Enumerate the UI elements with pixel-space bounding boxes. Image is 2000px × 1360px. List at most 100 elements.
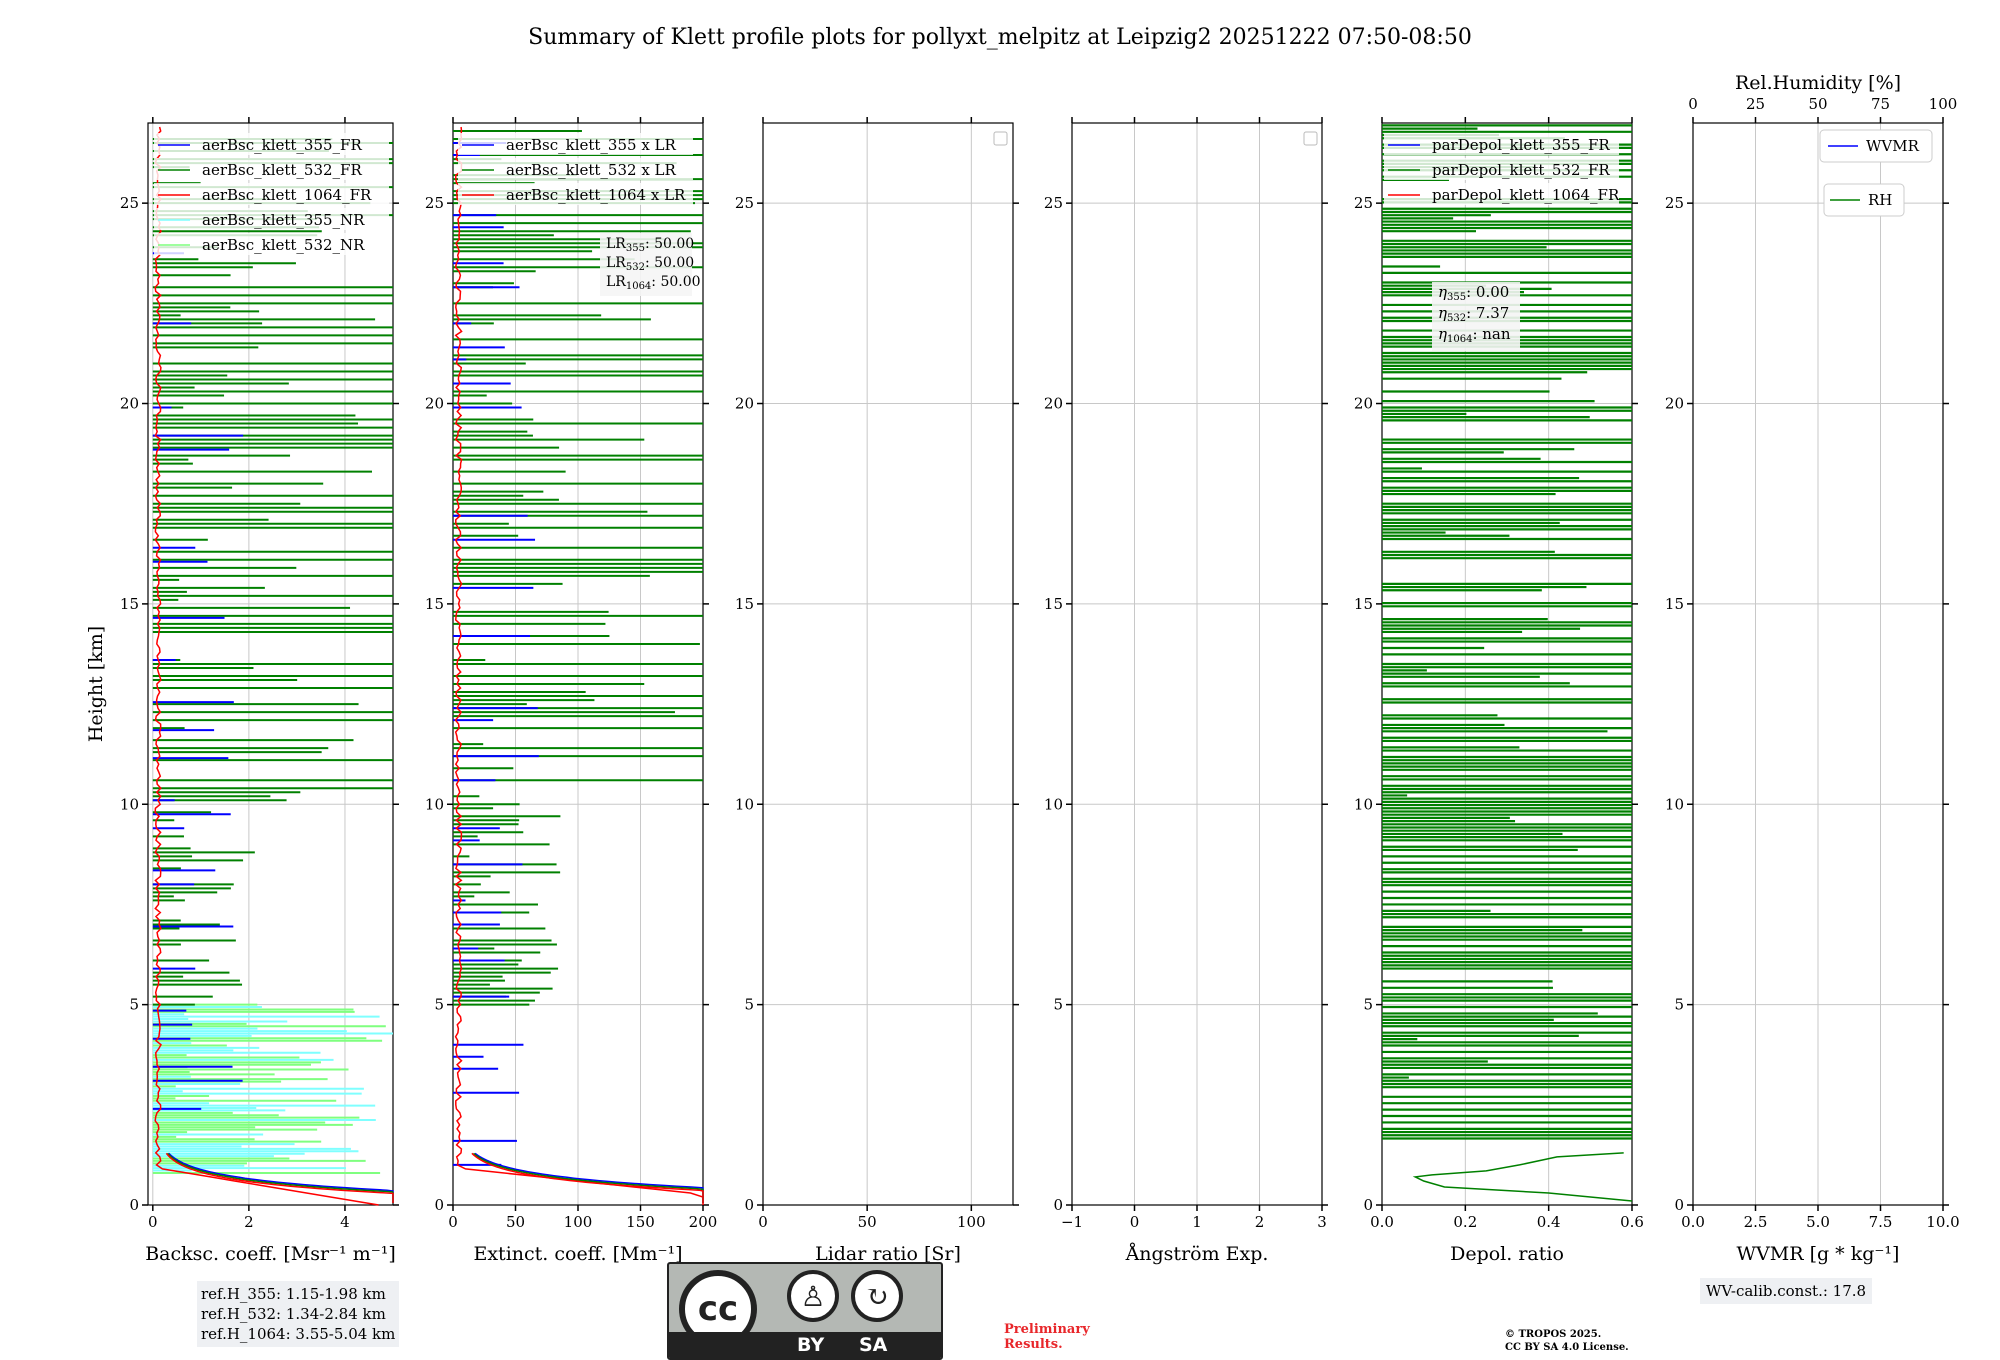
legend-label: aerBsc_klett_1064_FR: [202, 186, 372, 204]
license-line-2: CC BY SA 4.0 License.: [1505, 1342, 1629, 1353]
legend-label: aerBsc_klett_355 x LR: [506, 136, 677, 154]
y-tick-label: 15: [1354, 595, 1373, 613]
annotation-line: LR355: 50.00: [606, 236, 694, 254]
profile-1064-line: [154, 126, 379, 1206]
legend-label: parDepol_klett_355_FR: [1432, 136, 1610, 154]
rh-tick-label: 100: [1929, 95, 1958, 113]
axes-frame: [762, 122, 1014, 1206]
legend-label: parDepol_klett_1064_FR: [1432, 186, 1620, 204]
x-axis-label: Lidar ratio [Sr]: [815, 1243, 961, 1265]
x-tick-label: 5.0: [1806, 1213, 1830, 1231]
y-tick-label: 25: [120, 194, 139, 212]
y-tick-label: 10: [120, 795, 139, 813]
y-tick-label: 15: [1665, 595, 1684, 613]
near-surface-c1064-line: [165, 1152, 394, 1203]
x-tick-label: 0: [448, 1213, 458, 1231]
legend-label: aerBsc_klett_355_NR: [202, 211, 365, 229]
legend-label: aerBsc_klett_355_FR: [202, 136, 362, 154]
annotation-bg: [600, 233, 692, 296]
depol-legend: parDepol_klett_355_FR parDepol_klett_532_…: [1384, 133, 1620, 205]
y-tick-label: 20: [1044, 395, 1063, 413]
legend-label: aerBsc_klett_532_NR: [202, 236, 365, 254]
legend-wvmr-label: WVMR: [1866, 137, 1920, 155]
legend-row-bg: [458, 133, 693, 155]
y-tick-label: 20: [425, 395, 444, 413]
panel-lidar_ratio: 0 5 10 15 20 25 0 50 100 Lidar ratio [Sr]: [735, 117, 1019, 1265]
y-tick-label: 0: [129, 1196, 139, 1214]
x-tick-label: 2: [1255, 1213, 1265, 1231]
y-tick-label: 0: [1053, 1196, 1063, 1214]
ext-1064-line: [454, 126, 704, 1205]
x-tick-label: 150: [626, 1213, 655, 1231]
empty-legend-box: [993, 131, 1008, 146]
x-tick-label: 0: [758, 1213, 768, 1231]
wv-calib-box: WV-calib.const.: 17.8: [1700, 1278, 1873, 1304]
x-axis-label: Ångström Exp.: [1125, 1243, 1269, 1265]
x-tick-label: 100: [564, 1213, 593, 1231]
y-tick-label: 20: [1354, 395, 1373, 413]
legend-label: aerBsc_klett_532_FR: [202, 161, 362, 179]
x-tick-label: 100: [957, 1213, 986, 1231]
legend-row-bg: [1384, 183, 1619, 205]
y-tick-label: 25: [1665, 194, 1684, 212]
extinction-legend: aerBsc_klett_355 x LR aerBsc_klett_532 x …: [458, 133, 693, 205]
preliminary-line-1: Preliminary: [1004, 1322, 1090, 1337]
panel-backscatter: 0 5 10 15 20 25 0 2 4 Backsc. coeff. [Msr⁻¹ m⁻¹] a…: [120, 117, 399, 1265]
legend-label: aerBsc_klett_1064 x LR: [506, 186, 686, 204]
y-tick-label: 5: [1053, 996, 1063, 1014]
x-tick-label: 50: [506, 1213, 525, 1231]
rh-tick-label: 25: [1746, 95, 1765, 113]
ref-height-355: ref.H_355: 1.15-1.98 km: [201, 1285, 386, 1303]
x-tick-label: 1: [1192, 1213, 1202, 1231]
annotation-line: η1064: nan: [1438, 325, 1511, 345]
y-tick-label: 25: [1354, 194, 1373, 212]
y-tick-label: 20: [1665, 395, 1684, 413]
x-tick-label: 2: [244, 1213, 254, 1231]
legend-row-bg: [154, 133, 389, 155]
y-tick-label: 10: [1665, 795, 1684, 813]
legend-row-bg: [1384, 158, 1619, 180]
x-tick-label: 0: [1130, 1213, 1140, 1231]
panel-wvmr: 0 5 10 15 20 25 0.0 2.5 5.0 7.5 10.0 WVMR [g * kg⁻¹…: [1665, 72, 1960, 1265]
y-tick-label: 0: [1674, 1196, 1684, 1214]
x-tick-label: 0.6: [1620, 1213, 1644, 1231]
ext-near-surface-c1064-line: [471, 1152, 704, 1203]
x-tick-label: 0.0: [1370, 1213, 1394, 1231]
depol-532-near-surface: [1412, 1152, 1633, 1202]
annotation-line: LR532: 50.00: [606, 255, 694, 273]
x-tick-label: 10.0: [1926, 1213, 1959, 1231]
rh-legend: RH: [1823, 183, 1905, 217]
x-tick-label: 200: [689, 1213, 718, 1231]
annotation-line: η355: 0.00: [1438, 283, 1509, 303]
ext-near-surface-c355-line: [474, 1152, 704, 1203]
legend-label: parDepol_klett_532_FR: [1432, 161, 1610, 179]
annotation-line: LR1064: 50.00: [606, 274, 701, 292]
x-tick-label: 0: [148, 1213, 158, 1231]
license-note: © TROPOS 2025. CC BY SA 4.0 License.: [1505, 1328, 1629, 1354]
preliminary-note: Preliminary Results.: [1004, 1322, 1090, 1352]
y-tick-label: 25: [425, 194, 444, 212]
y-tick-label: 0: [744, 1196, 754, 1214]
y-tick-label: 15: [120, 595, 139, 613]
y-tick-label: 25: [1044, 194, 1063, 212]
rh-tick-label: 75: [1871, 95, 1890, 113]
person-icon: ♙: [787, 1270, 839, 1322]
x-tick-label: 7.5: [1869, 1213, 1893, 1231]
x-axis-label: Depol. ratio: [1450, 1243, 1564, 1265]
y-tick-label: 5: [744, 996, 754, 1014]
y-tick-label: 0: [1363, 1196, 1373, 1214]
empty-legend-box: [1303, 131, 1318, 146]
legend-box: [1819, 129, 1933, 163]
cc-label-bar: BY SA: [669, 1332, 941, 1358]
rh-tick-label: 0: [1688, 95, 1698, 113]
y-tick-label: 25: [735, 194, 754, 212]
cc-license-badge: cc ♙ ↻ BY SA: [667, 1262, 943, 1360]
rh-axis-label: Rel.Humidity [%]: [1735, 72, 1901, 94]
x-tick-label: 0.2: [1453, 1213, 1477, 1231]
legend-row-bg: [1384, 133, 1619, 155]
legend-rh-label: RH: [1868, 191, 1892, 209]
legend-row-bg: [154, 158, 389, 180]
